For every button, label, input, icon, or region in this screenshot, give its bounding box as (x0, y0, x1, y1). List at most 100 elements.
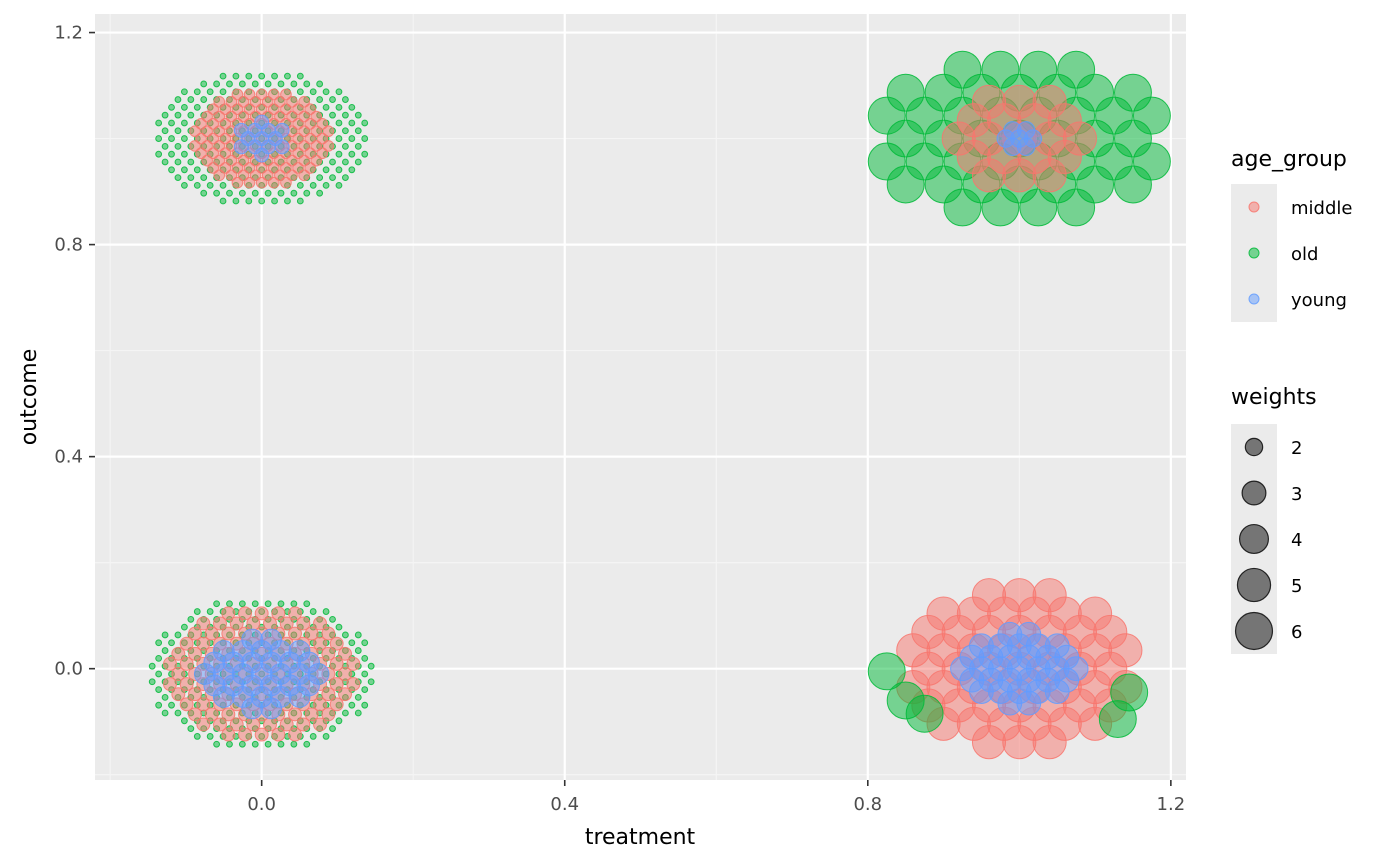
data-point-old (187, 96, 195, 103)
data-point-old (342, 96, 349, 103)
data-point-old (867, 652, 906, 691)
data-point-old (168, 103, 175, 111)
size-legend-label: 5 (1291, 576, 1302, 597)
data-point-old (361, 654, 369, 662)
size-legend-title: weights (1231, 385, 1317, 410)
data-point-middle (346, 677, 361, 692)
data-point-old (342, 142, 349, 150)
data-point-middle (229, 717, 244, 732)
data-point-middle (1078, 596, 1113, 631)
data-point-old (168, 701, 175, 709)
data-point-old (335, 717, 343, 725)
data-point-middle (288, 707, 302, 722)
data-point-old (193, 103, 201, 111)
data-point-old (187, 615, 195, 623)
data-point-old (245, 197, 253, 205)
data-point-middle (296, 616, 311, 631)
data-point-middle (926, 596, 961, 631)
data-point-middle (321, 626, 336, 641)
data-point-middle (296, 717, 311, 732)
data-point-old (251, 189, 259, 197)
data-point-old (277, 189, 285, 197)
data-point-old (226, 189, 233, 197)
data-point-old (264, 740, 272, 748)
data-point-old (174, 174, 182, 182)
data-point-old (155, 135, 163, 142)
data-point-middle (304, 626, 319, 641)
data-point-middle (304, 707, 319, 722)
data-point-middle (196, 717, 211, 732)
data-point-old (329, 725, 336, 733)
data-point-middle (321, 707, 336, 722)
data-point-old (155, 119, 163, 127)
data-point-old (322, 182, 330, 189)
data-point-middle (171, 687, 186, 702)
data-point-old (155, 639, 163, 647)
data-point-young (1016, 121, 1036, 140)
data-point-old (226, 740, 233, 748)
data-points (148, 50, 1171, 760)
data-point-old (290, 80, 298, 88)
data-point-old (226, 80, 233, 88)
data-point-old (322, 103, 330, 111)
data-point-young (254, 114, 270, 130)
data-point-old (348, 166, 356, 174)
size-legend-swatch (1234, 611, 1274, 651)
data-point-middle (188, 707, 202, 722)
data-point-old (335, 135, 343, 142)
data-point-old (354, 709, 362, 717)
data-point-old (309, 88, 317, 96)
y-tick-label: 0.8 (54, 235, 83, 256)
data-point-young (1016, 621, 1042, 647)
data-point-old (348, 103, 356, 111)
data-point-old (322, 733, 330, 740)
data-point-middle (1002, 84, 1037, 119)
data-point-old (181, 135, 188, 142)
data-point-old (354, 142, 362, 150)
data-point-old (251, 600, 259, 608)
y-tick-label: 0.4 (54, 447, 83, 468)
data-point-old (161, 158, 169, 166)
data-point-old (361, 670, 369, 678)
data-point-middle (313, 717, 327, 732)
data-point-middle (280, 88, 292, 101)
data-point-old (316, 96, 324, 103)
data-point-old (258, 72, 266, 80)
data-point-middle (221, 727, 236, 742)
data-point-middle (338, 687, 352, 702)
data-point-middle (188, 626, 202, 641)
data-point-old (886, 73, 925, 112)
data-point-old (206, 88, 214, 96)
axis-ticks (89, 31, 1172, 786)
data-point-old (155, 701, 163, 709)
data-point-old (193, 166, 201, 174)
data-point-old (181, 88, 188, 96)
data-point-old (309, 182, 317, 189)
color-legend-swatch (1248, 201, 1260, 213)
data-point-middle (179, 656, 194, 671)
data-point-old (148, 662, 156, 670)
data-point-old (200, 80, 208, 88)
x-tick-label: 0.0 (247, 794, 276, 815)
y-tick-label: 0.0 (54, 659, 83, 680)
x-tick-label: 1.2 (1157, 794, 1186, 815)
data-point-old (206, 182, 214, 189)
data-point-middle (338, 646, 352, 661)
data-point-old (905, 694, 944, 733)
data-point-old (271, 197, 278, 205)
data-point-young (288, 640, 311, 662)
size-legend-keys: 2 3 4 5 6 (1231, 424, 1302, 654)
data-point-middle (313, 697, 327, 712)
data-point-old (264, 80, 272, 88)
data-point-old (342, 709, 349, 717)
data-point-middle (213, 616, 227, 631)
data-point-old (290, 600, 298, 608)
data-point-old (342, 174, 349, 182)
data-point-old (258, 197, 266, 205)
data-point-old (335, 166, 343, 174)
data-point-middle (179, 636, 194, 651)
data-point-old (238, 80, 246, 88)
data-point-old (219, 72, 227, 80)
data-point-middle (171, 667, 186, 681)
data-point-middle (163, 656, 177, 671)
